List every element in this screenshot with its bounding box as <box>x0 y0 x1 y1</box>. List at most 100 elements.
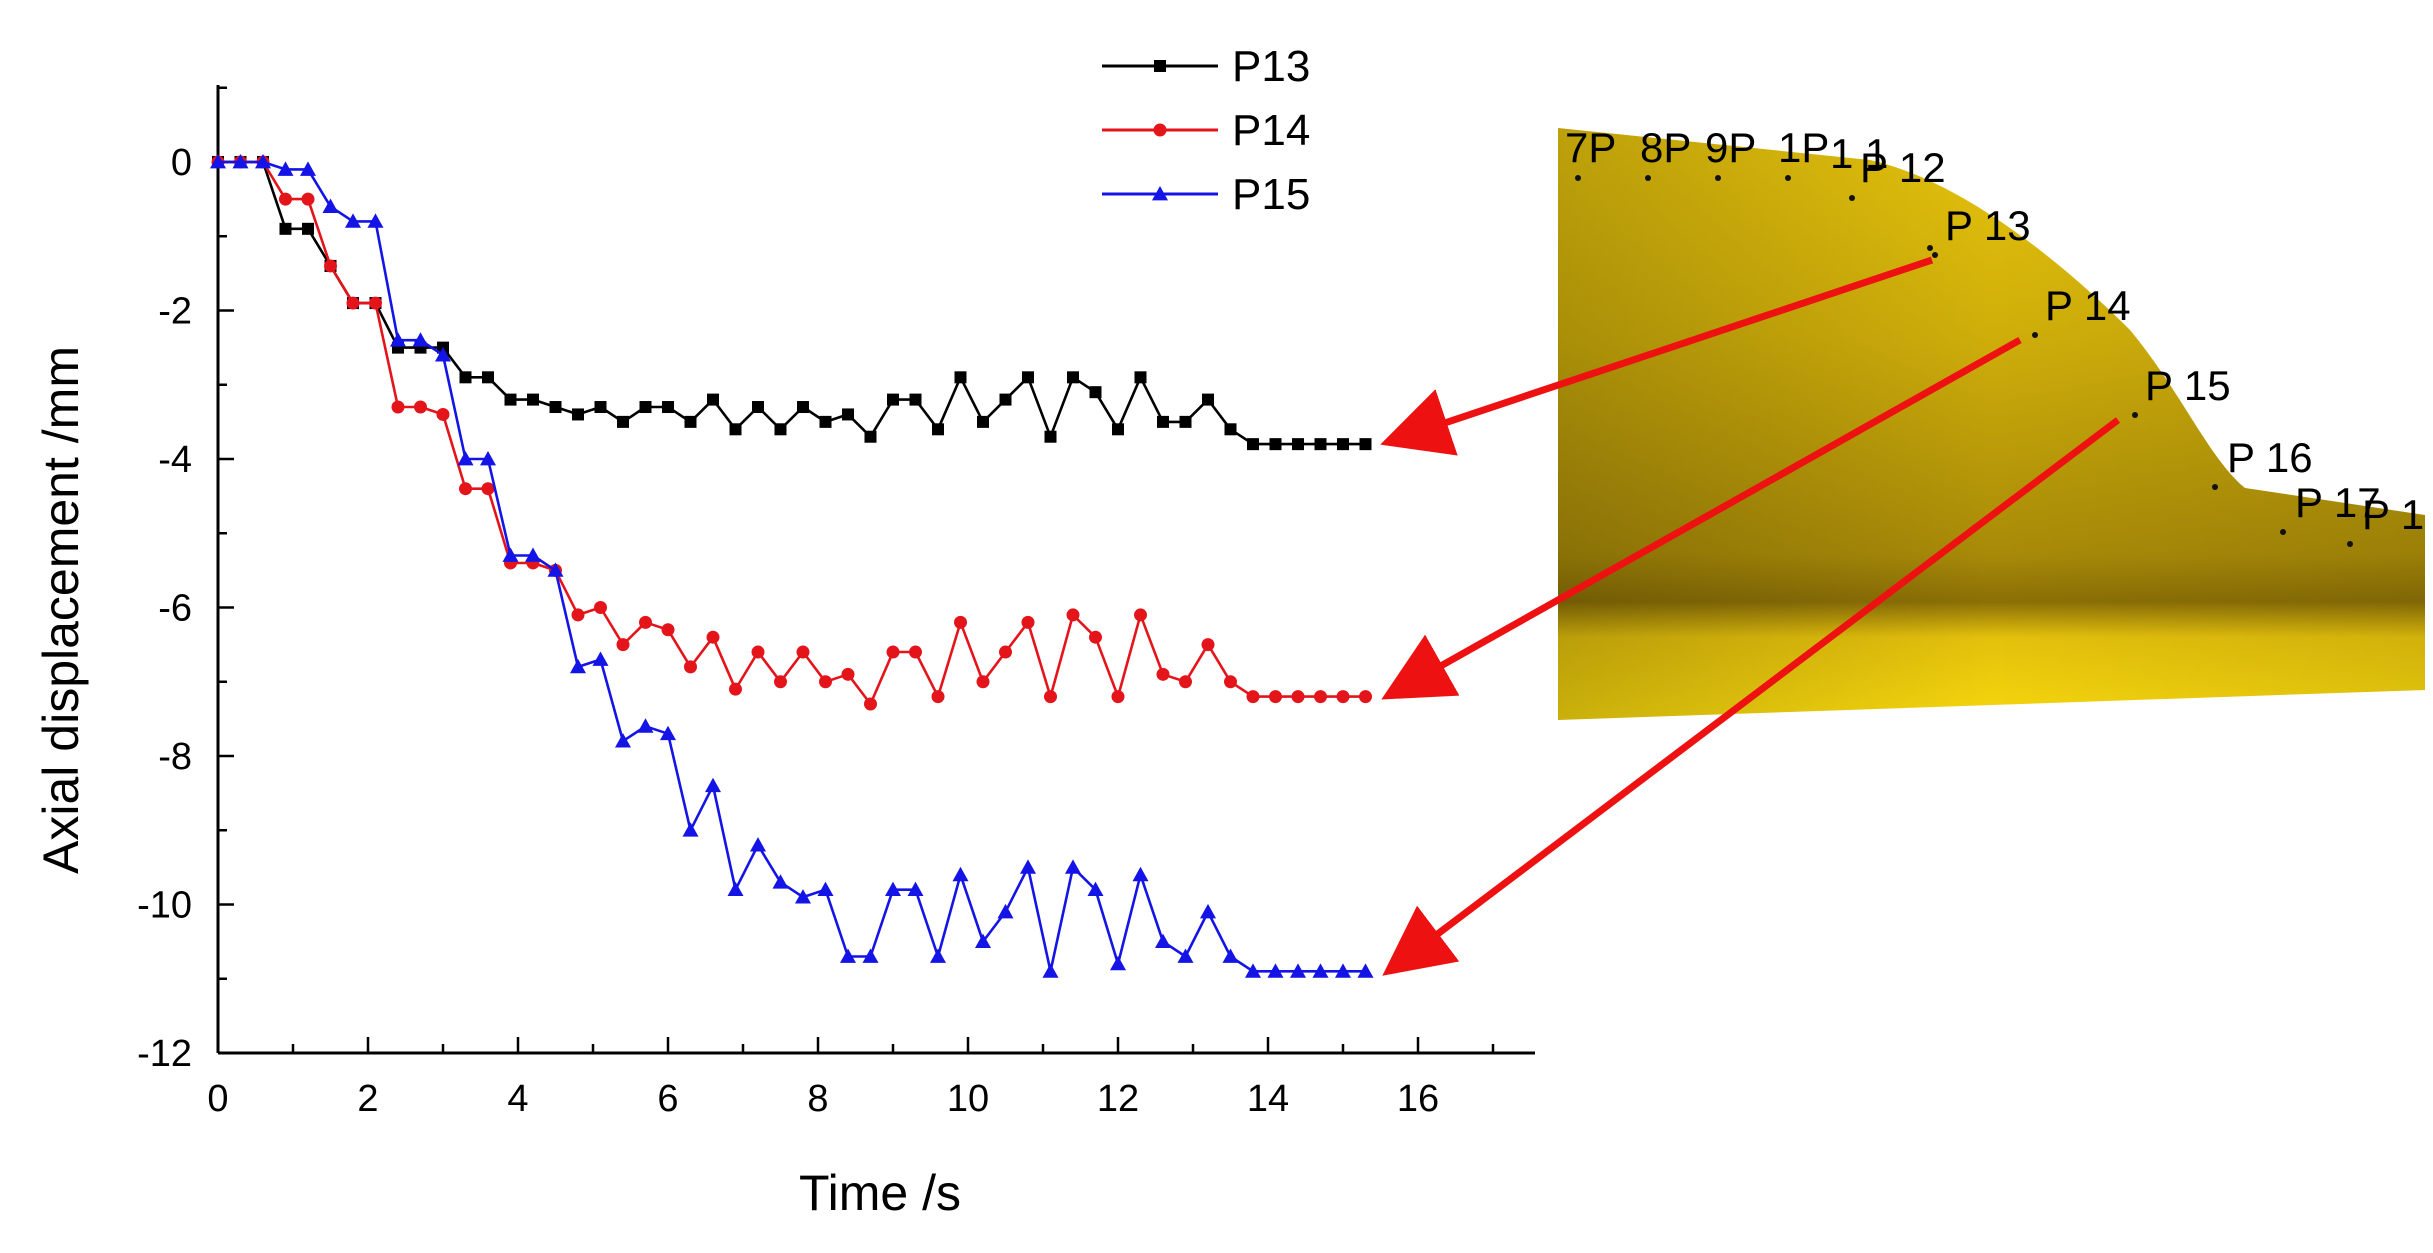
axes: 0 2 4 6 8 10 12 14 16 0 -2 -4 -6 -8 -10 -12 <box>137 85 1535 1120</box>
data-point-p15 <box>1020 859 1036 874</box>
x-tick-label: 8 <box>807 1078 828 1120</box>
legend-item-p15: P15 <box>1102 170 1310 219</box>
data-point-p15 <box>1132 866 1149 882</box>
legend-item-p13: P13 <box>1102 42 1310 91</box>
data-point-p14 <box>1291 690 1305 704</box>
data-point-p15 <box>1155 933 1171 949</box>
model-illustration: 7P 8P 9P 1P 1 1P 12 P 13 P 14 P 15 P 16P 17P 1 <box>1558 124 2425 720</box>
data-point-p13 <box>504 393 517 406</box>
data-point-p15 <box>210 154 226 169</box>
probe-dot <box>2132 412 2138 418</box>
data-point-p14 <box>1201 638 1215 652</box>
model-shading <box>1558 128 2425 720</box>
data-point-p14 <box>796 645 810 659</box>
data-point-p13 <box>1044 430 1057 443</box>
data-point-p15 <box>367 213 384 228</box>
data-point-p14 <box>571 608 585 622</box>
legend-marker <box>1153 123 1167 137</box>
legend-label: P13 <box>1232 42 1310 91</box>
data-point-p14 <box>279 192 292 206</box>
data-point-p14 <box>1179 675 1192 689</box>
data-point-p15 <box>1267 963 1284 978</box>
data-point-p13 <box>1224 423 1237 436</box>
data-point-p14 <box>459 482 472 496</box>
data-point-p14 <box>1314 690 1327 704</box>
x-tick-label: 2 <box>357 1078 378 1120</box>
data-point-p15 <box>322 198 339 213</box>
x-tick-label: 0 <box>207 1078 228 1120</box>
data-point-p14 <box>1359 690 1372 704</box>
data-point-p15 <box>277 161 294 176</box>
data-point-p15 <box>772 874 789 889</box>
data-point-p13 <box>864 430 877 443</box>
data-point-p15 <box>547 562 564 577</box>
arrow-p15 <box>1382 417 2121 976</box>
data-point-p15 <box>840 948 856 963</box>
data-point-p15 <box>1222 948 1239 963</box>
data-point-p13 <box>887 393 899 406</box>
data-point-p13 <box>482 371 494 384</box>
probe-label: 9P <box>1705 124 1756 171</box>
data-point-p14 <box>774 675 787 689</box>
probe-dot <box>1927 245 1933 251</box>
probe-label: P 12 <box>1860 144 1946 191</box>
data-point-p13 <box>1202 393 1214 406</box>
data-point-p13 <box>279 222 292 235</box>
data-point-p14 <box>1134 608 1147 622</box>
probe-dot <box>1785 175 1791 181</box>
data-point-p14 <box>886 645 900 659</box>
data-point-p13 <box>1247 438 1259 451</box>
data-point-p15 <box>660 725 676 741</box>
probe-dot <box>2347 541 2353 547</box>
data-point-p13 <box>752 401 764 414</box>
data-point-p14 <box>751 645 765 659</box>
probe-dot <box>1645 175 1651 181</box>
data-point-p14 <box>931 690 945 704</box>
data-point-p15 <box>480 451 496 466</box>
data-point-p13 <box>549 401 562 414</box>
x-axis-title: Time /s <box>799 1165 961 1221</box>
series-p15 <box>210 154 1374 978</box>
data-point-p15 <box>1200 903 1216 919</box>
probe-dot <box>1575 175 1581 181</box>
data-point-p15 <box>975 933 991 949</box>
y-tick-label: -10 <box>137 885 192 927</box>
data-point-p15 <box>1290 963 1306 978</box>
data-point-p15 <box>705 777 721 793</box>
data-point-p15 <box>637 718 654 733</box>
data-point-p15 <box>795 889 811 904</box>
data-point-p14 <box>369 296 382 310</box>
probe-label: P 13 <box>1945 202 2031 249</box>
data-point-p14 <box>819 675 832 689</box>
probe-dot <box>2212 484 2218 490</box>
data-point-p13 <box>1134 371 1147 384</box>
probe-label: P 1 <box>2362 491 2424 538</box>
x-tick-label: 16 <box>1397 1078 1439 1120</box>
probe-label: P 16 <box>2227 434 2313 481</box>
data-point-p15 <box>1042 963 1059 978</box>
probe-dot <box>2032 332 2038 338</box>
data-point-p15 <box>682 822 699 837</box>
probe-label: 8P <box>1640 124 1691 171</box>
probe-label: P 17 <box>2295 479 2381 526</box>
legend-label: P14 <box>1232 106 1310 155</box>
data-point-p13 <box>1112 423 1124 436</box>
data-point-p14 <box>1224 675 1237 689</box>
series-line-p14 <box>218 160 1366 706</box>
data-point-p14 <box>954 615 967 629</box>
data-point-p15 <box>1177 948 1194 963</box>
x-tick-label: 6 <box>657 1078 678 1120</box>
data-point-p13 <box>639 401 652 414</box>
data-point-p14 <box>909 645 922 659</box>
data-point-p13 <box>1314 438 1327 451</box>
data-point-p15 <box>390 332 406 347</box>
data-point-p15 <box>232 154 249 169</box>
data-point-p14 <box>684 660 697 674</box>
data-point-p13 <box>594 401 607 414</box>
data-point-p15 <box>345 213 361 228</box>
data-point-p15 <box>1357 963 1374 978</box>
data-point-p13 <box>1022 371 1034 384</box>
data-point-p13 <box>909 393 922 406</box>
data-point-p15 <box>615 733 631 748</box>
y-tick-label: -4 <box>158 439 192 481</box>
